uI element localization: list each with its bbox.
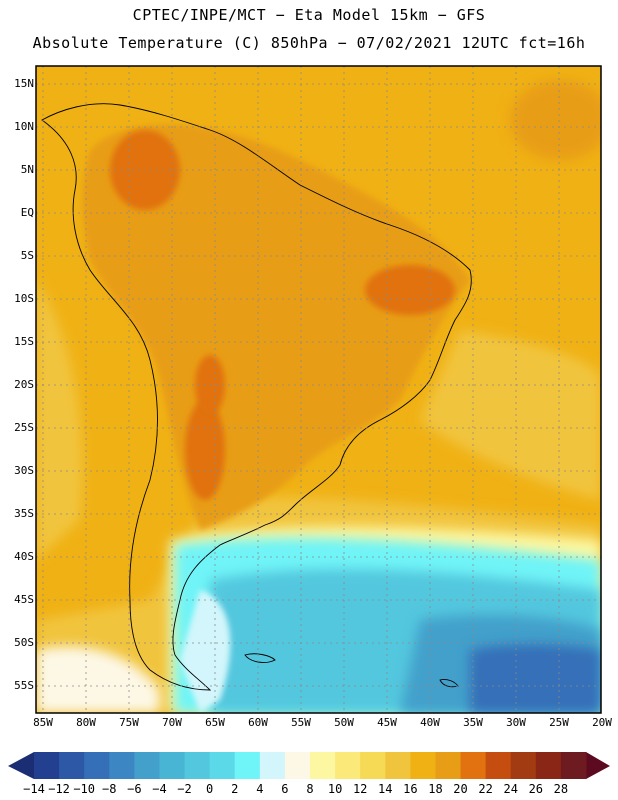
colorbar-swatch	[234, 752, 261, 779]
lon-tick-label: 45W	[377, 716, 397, 729]
lon-tick-label: 40W	[420, 716, 440, 729]
title-line-2: Absolute Temperature (C) 850hPa − 07/02/…	[32, 34, 586, 52]
colorbar-label: 2	[231, 782, 239, 796]
lon-tick-label: 75W	[119, 716, 139, 729]
lon-tick-label: 35W	[463, 716, 483, 729]
lat-tick-label: 40S	[14, 550, 34, 563]
lon-tick-label: 20W	[592, 716, 612, 729]
colorbar-label: 12	[352, 782, 368, 796]
colorbar-swatch	[335, 752, 361, 779]
colorbar-swatch	[385, 752, 411, 779]
colorbar-label: 16	[403, 782, 418, 796]
lon-tick-label: 65W	[205, 716, 225, 729]
colorbar-swatch	[560, 752, 587, 779]
lon-tick-label: 55W	[291, 716, 311, 729]
colorbar-label: 10	[327, 782, 343, 796]
colorbar-label: 20	[453, 782, 468, 796]
lon-tick-label: 85W	[33, 716, 53, 729]
lat-tick-label: 15S	[14, 335, 34, 348]
colorbar-label: 4	[256, 782, 264, 796]
colorbar-swatch	[259, 752, 286, 779]
colorbar-swatch	[109, 752, 135, 779]
lon-tick-label: 50W	[334, 716, 354, 729]
lat-tick-label: 25S	[14, 421, 34, 434]
colorbar-swatch	[360, 752, 386, 779]
colorbar-swatch	[310, 752, 336, 779]
colorbar-swatch	[460, 752, 487, 779]
colorbar-swatch	[485, 752, 512, 779]
colorbar-label: −2	[177, 782, 192, 796]
colorbar-label: −12	[48, 782, 70, 796]
grid-lines	[36, 66, 601, 713]
colorbar-label: 22	[478, 782, 493, 796]
colorbar	[8, 752, 610, 779]
colorbar-label: 24	[503, 782, 518, 796]
colorbar-label: 14	[378, 782, 393, 796]
lat-tick-label: 30S	[14, 464, 34, 477]
colorbar-label: −4	[152, 782, 167, 796]
colorbar-label: 0	[206, 782, 214, 796]
lon-tick-label: 60W	[248, 716, 268, 729]
temperature-field	[36, 66, 601, 713]
colorbar-swatch	[184, 752, 211, 779]
colorbar-swatch	[535, 752, 562, 779]
lat-tick-label: 5N	[20, 163, 34, 176]
colorbar-swatch	[284, 752, 311, 779]
lat-tick-label: 20S	[14, 378, 34, 391]
colorbar-swatch	[134, 752, 160, 779]
colorbar-swatch	[159, 752, 186, 779]
lat-tick-label: 15N	[14, 77, 34, 90]
lon-tick-label: 80W	[76, 716, 96, 729]
colorbar-swatch	[209, 752, 236, 779]
colorbar-swatch	[435, 752, 462, 779]
colorbar-swatch	[34, 752, 60, 779]
colorbar-swatch	[59, 752, 85, 779]
map-frame	[35, 65, 602, 714]
lat-tick-label: 50S	[14, 636, 34, 649]
lat-tick-label: 45S	[14, 593, 34, 606]
colorbar-label: −10	[73, 782, 96, 796]
lat-tick-label: 35S	[14, 507, 34, 520]
colorbar-label: −14	[23, 782, 45, 796]
lat-tick-label: 55S	[14, 679, 34, 692]
colorbar-label: −8	[102, 782, 117, 796]
colorbar-label: 28	[553, 782, 569, 796]
colorbar-swatch	[410, 752, 436, 779]
colorbar-low-arrow	[8, 752, 34, 779]
colorbar-label: −6	[127, 782, 142, 796]
lat-tick-label: 5S	[20, 249, 34, 262]
lat-tick-label: EQ	[20, 206, 34, 219]
colorbar-label: 8	[306, 782, 314, 796]
colorbar-swatch	[510, 752, 537, 779]
lon-tick-label: 25W	[549, 716, 569, 729]
colorbar-label: 6	[281, 782, 289, 796]
lon-tick-label: 30W	[506, 716, 526, 729]
colorbar-swatch	[84, 752, 110, 779]
colorbar-high-arrow	[586, 752, 610, 779]
colorbar-label: 26	[528, 782, 544, 796]
lon-tick-label: 70W	[162, 716, 182, 729]
title-line-1: CPTEC/INPE/MCT − Eta Model 15km − GFS	[132, 6, 486, 24]
colorbar-label: 18	[428, 782, 443, 796]
lat-tick-label: 10S	[14, 292, 34, 305]
lat-tick-label: 10N	[14, 120, 34, 133]
